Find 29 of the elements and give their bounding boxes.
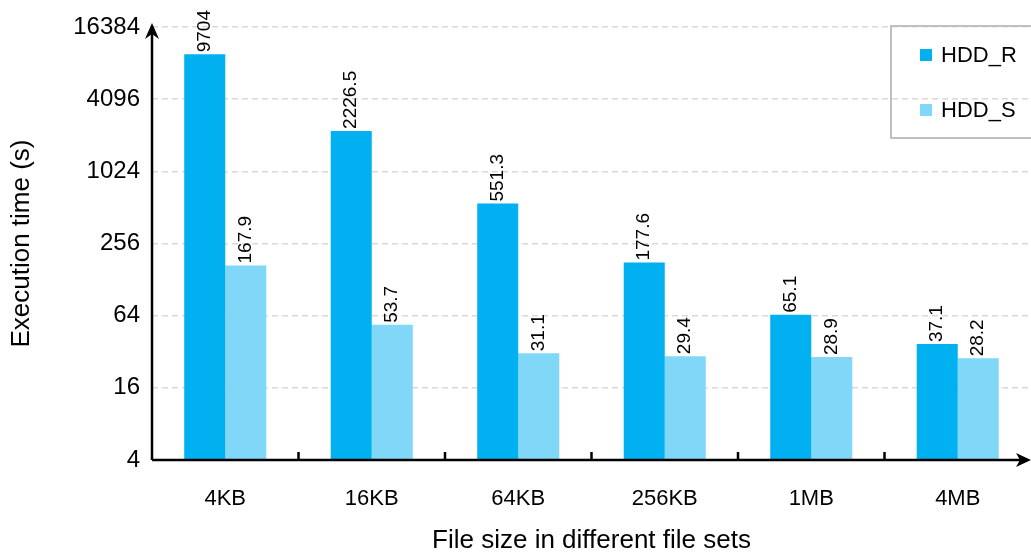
- y-tick-label: 16: [113, 372, 140, 400]
- data-label: 65.1: [778, 275, 800, 313]
- y-tick-label: 1024: [86, 155, 140, 183]
- y-axis-title: Execution time (s): [4, 139, 35, 348]
- data-label: 2226.5: [339, 70, 361, 129]
- data-label: 167.9: [233, 215, 255, 264]
- y-tick-label: 256: [99, 228, 140, 256]
- x-tick-label: 256KB: [631, 485, 698, 511]
- x-axis-title: File size in different file sets: [432, 523, 751, 554]
- data-label: 53.7: [380, 285, 402, 323]
- x-tick-label: 64KB: [491, 485, 546, 511]
- x-tick-label: 16KB: [344, 485, 399, 511]
- legend-label: HDD_R: [941, 41, 1017, 68]
- y-tick-label: 64: [113, 300, 140, 328]
- x-tick-label: 1MB: [788, 485, 834, 511]
- data-label: 29.4: [673, 316, 695, 355]
- legend-label: HDD_S: [941, 96, 1016, 123]
- data-label: 177.6: [632, 212, 654, 261]
- y-tick-label: 4: [126, 444, 140, 472]
- data-label: 37.1: [925, 305, 947, 343]
- x-tick-label: 4KB: [204, 485, 247, 511]
- y-tick-label: 4096: [86, 83, 140, 111]
- data-label: 9704: [192, 9, 214, 53]
- y-tick-label: 16384: [73, 11, 140, 39]
- data-label: 28.2: [966, 319, 988, 357]
- x-tick-label: 4MB: [935, 485, 981, 511]
- data-label: 28.9: [819, 318, 841, 356]
- data-label: 31.1: [526, 314, 548, 352]
- data-label: 551.3: [485, 154, 507, 202]
